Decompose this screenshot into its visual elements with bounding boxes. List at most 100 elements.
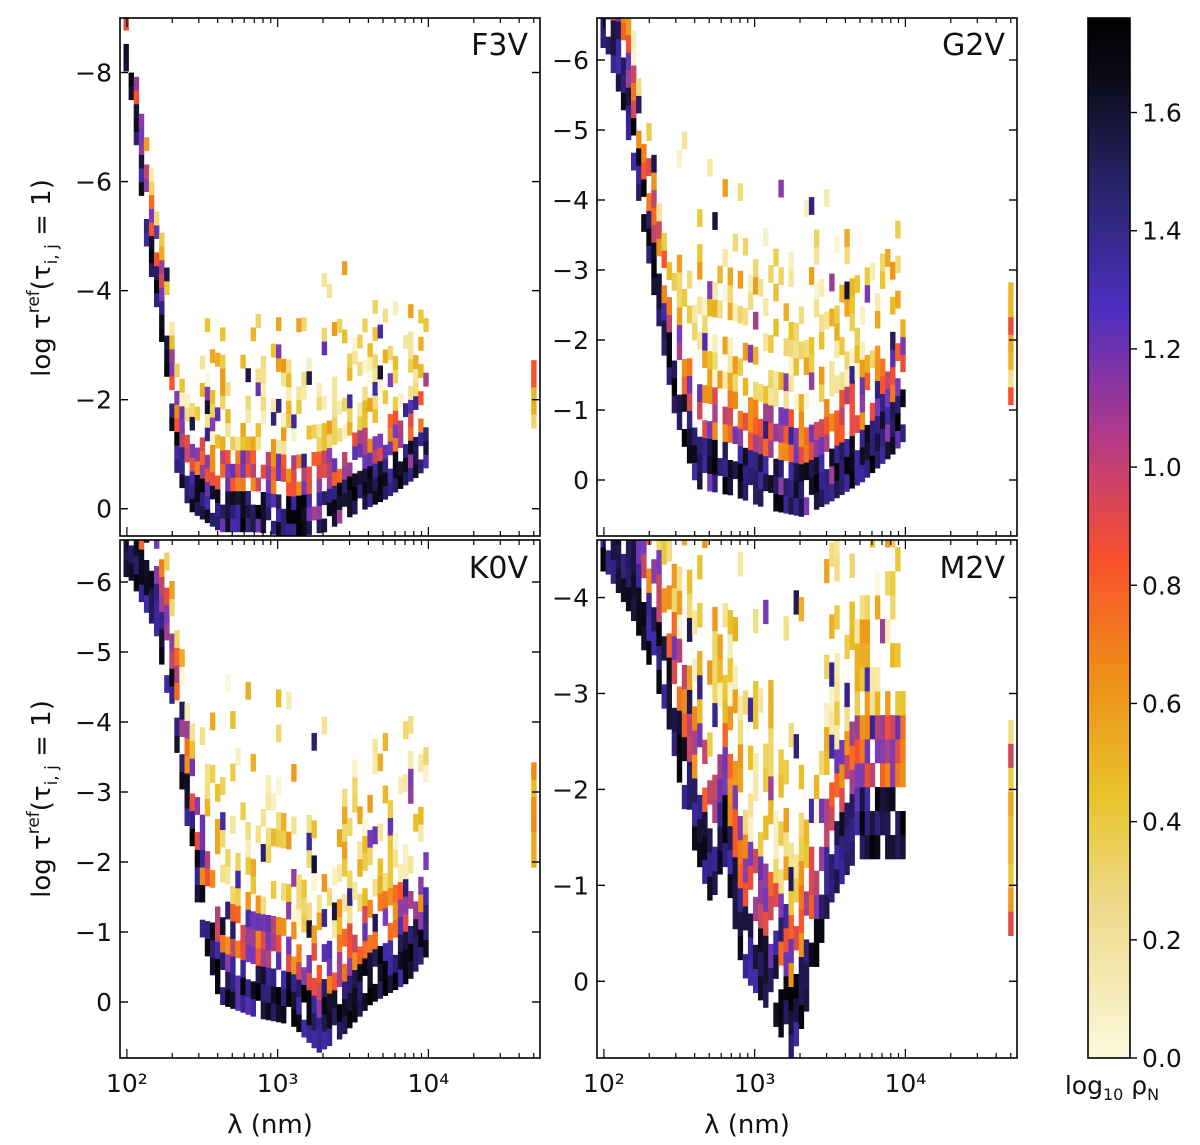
heatmap-cell: [707, 852, 713, 877]
colorbar-tick-label: 1.2: [1142, 335, 1182, 364]
heatmap-cell: [372, 477, 378, 491]
heatmap-cell: [834, 869, 840, 894]
heatmap-cell: [813, 299, 820, 318]
colorbar-ticks: 0.00.20.40.60.81.01.21.41.6: [1130, 99, 1182, 1073]
heatmap-cell: [636, 95, 642, 114]
heatmap-cell: [392, 954, 399, 973]
heatmap-cell: [306, 832, 312, 851]
heatmap-cell: [829, 413, 835, 432]
heatmap-cell: [611, 512, 616, 536]
heatmap-cell: [352, 777, 358, 795]
heatmap-cell: [712, 457, 718, 475]
heatmap-cell: [813, 870, 820, 895]
heatmap-cell: [758, 278, 764, 297]
heatmap-cell: [321, 909, 328, 927]
heatmap-cell: [869, 667, 876, 692]
heatmap-cell: [666, 705, 672, 730]
heatmap-cell: [306, 850, 312, 868]
heatmap-cell: [164, 587, 170, 606]
heatmap-cell: [686, 689, 693, 714]
heatmap-cell: [874, 345, 881, 364]
heatmap-cell: [778, 917, 784, 942]
heatmap-cell: [686, 375, 693, 394]
heatmap-cell: [291, 869, 297, 887]
heatmap-cell: [747, 467, 754, 486]
heatmap-cell: [620, 57, 627, 76]
heatmap-cell: [712, 282, 718, 300]
heatmap-cell: [326, 284, 333, 299]
heatmap-cell: [1008, 887, 1014, 912]
heatmap-cell: [215, 836, 221, 855]
heatmap-cell: [133, 76, 140, 91]
y-tick-label: −2: [552, 326, 589, 355]
heatmap-cell: [270, 479, 277, 494]
heatmap-cell: [367, 899, 373, 918]
heatmap-cell: [717, 826, 723, 851]
heatmap-cell: [727, 267, 733, 286]
heatmap-cell: [707, 298, 713, 317]
heatmap-cell: [681, 289, 688, 307]
heatmap-cell: [666, 367, 672, 385]
heatmap-cell: [722, 603, 728, 628]
heatmap-cell: [387, 957, 394, 976]
heatmap-cell: [615, 18, 622, 22]
heatmap-cell: [854, 667, 860, 692]
heatmap-cell: [159, 594, 165, 613]
heatmap-cell: [874, 667, 881, 692]
heatmap-cell: [702, 835, 708, 860]
heatmap-cell: [798, 429, 805, 447]
heatmap-cell: [215, 434, 221, 449]
heatmap-cell: [352, 350, 358, 365]
heatmap-cell: [885, 691, 891, 716]
heatmap-cell: [651, 631, 657, 656]
heatmap-cell: [722, 371, 728, 390]
heatmap-cell: [661, 540, 667, 565]
heatmap-cell: [666, 540, 672, 562]
heatmap-cell: [240, 477, 246, 492]
heatmap-cell: [154, 496, 159, 514]
heatmap-cell: [615, 73, 622, 92]
heatmap-cell: [382, 308, 389, 323]
heatmap-cell: [250, 450, 256, 464]
heatmap-cell: [849, 625, 855, 650]
heatmap-cell: [753, 451, 759, 470]
heatmap-cell: [148, 194, 155, 209]
heatmap-cell: [788, 251, 794, 270]
heatmap-cell: [408, 768, 414, 787]
heatmap-cell: [707, 456, 713, 474]
heatmap-cell: [286, 831, 292, 850]
heatmap-cell: [646, 640, 652, 665]
heatmap-cell: [742, 447, 749, 466]
heatmap-cell: [864, 739, 871, 764]
heatmap-cell: [204, 798, 211, 817]
heatmap-cell: [885, 739, 891, 764]
heatmap-cell: [276, 917, 282, 935]
heatmap-cell: [788, 722, 794, 748]
heatmap-cell: [199, 464, 206, 479]
heatmap-cell: [874, 811, 881, 836]
heatmap-cell: [270, 881, 277, 899]
heatmap-cell: [722, 722, 728, 748]
heatmap-cell: [900, 389, 906, 408]
heatmap-cell: [276, 1004, 282, 1023]
heatmap-cell: [742, 858, 749, 883]
heatmap-cell: [849, 278, 855, 297]
heatmap-cell: [625, 104, 632, 123]
heatmap-cell: [737, 696, 744, 721]
heatmap-cell: [265, 845, 272, 863]
heatmap-cell: [859, 739, 866, 764]
heatmap-cell: [301, 508, 307, 523]
heatmap-cell: [336, 1021, 343, 1040]
heatmap-cell: [326, 475, 333, 489]
heatmap-cell: [367, 969, 373, 988]
heatmap-cell: [220, 436, 226, 451]
heatmap-cell: [646, 228, 652, 246]
heatmap-cell: [737, 428, 744, 447]
heatmap-cell: [311, 855, 317, 874]
heatmap-cell: [235, 477, 241, 492]
heatmap-cell: [179, 392, 185, 407]
heatmap-cell: [656, 221, 662, 239]
heatmap-cell: [138, 127, 145, 142]
heatmap-cell: [230, 477, 236, 492]
